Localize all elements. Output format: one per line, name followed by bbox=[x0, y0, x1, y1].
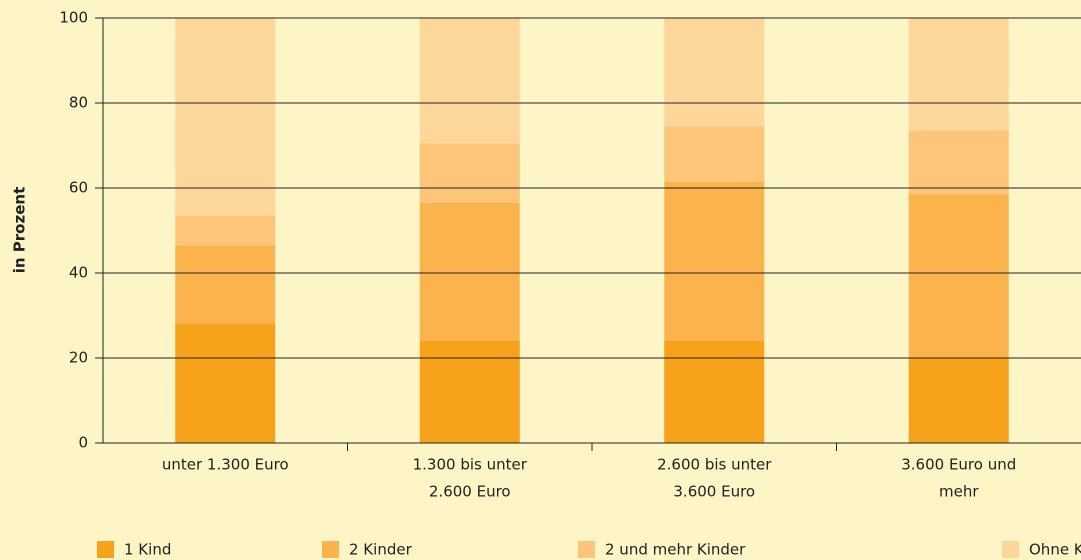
x-tick-label: mehr bbox=[939, 483, 979, 501]
x-tick-label: 2.600 bis unter bbox=[657, 456, 772, 474]
legend-swatch bbox=[322, 541, 339, 558]
y-tick-label: 40 bbox=[69, 264, 88, 282]
y-tick-label: 0 bbox=[78, 434, 88, 452]
bar-segment bbox=[908, 130, 1009, 195]
bar-segment bbox=[664, 181, 765, 341]
legend-label: 1 Kind bbox=[124, 541, 171, 559]
legend-swatch bbox=[578, 541, 595, 558]
y-tick-label: 100 bbox=[59, 9, 88, 27]
bar-segment bbox=[664, 341, 765, 443]
bar-segment bbox=[419, 18, 520, 144]
bar-segment bbox=[175, 215, 276, 246]
y-tick-label: 20 bbox=[69, 349, 88, 367]
bar-segment bbox=[175, 324, 276, 443]
x-tick-label: unter 1.300 Euro bbox=[162, 456, 289, 474]
y-tick-label: 60 bbox=[69, 179, 88, 197]
bar-segment bbox=[419, 341, 520, 443]
bar-segment bbox=[908, 358, 1009, 443]
bar-segment bbox=[175, 18, 276, 216]
bar-segment bbox=[175, 245, 276, 324]
x-tick-label: 3.600 Euro bbox=[673, 483, 755, 501]
x-tick-label: 1.300 bis unter bbox=[413, 456, 528, 474]
y-tick-label: 80 bbox=[69, 94, 88, 112]
bar-segment bbox=[419, 202, 520, 341]
y-axis-label: in Prozent bbox=[11, 187, 29, 274]
legend-swatch bbox=[97, 541, 114, 558]
bar-segment bbox=[419, 143, 520, 203]
legend-swatch bbox=[1002, 541, 1019, 558]
bar-segment bbox=[664, 126, 765, 182]
bar-segment bbox=[908, 194, 1009, 358]
legend-label: 2 und mehr Kinder bbox=[605, 541, 746, 559]
x-tick-label: 3.600 Euro und bbox=[901, 456, 1016, 474]
x-tick-label: 2.600 Euro bbox=[429, 483, 511, 501]
legend-label: 2 Kinder bbox=[349, 541, 413, 559]
bar-segment bbox=[664, 18, 765, 127]
bar-segment bbox=[908, 18, 1009, 131]
legend-label: Ohne Kind bbox=[1029, 541, 1081, 559]
